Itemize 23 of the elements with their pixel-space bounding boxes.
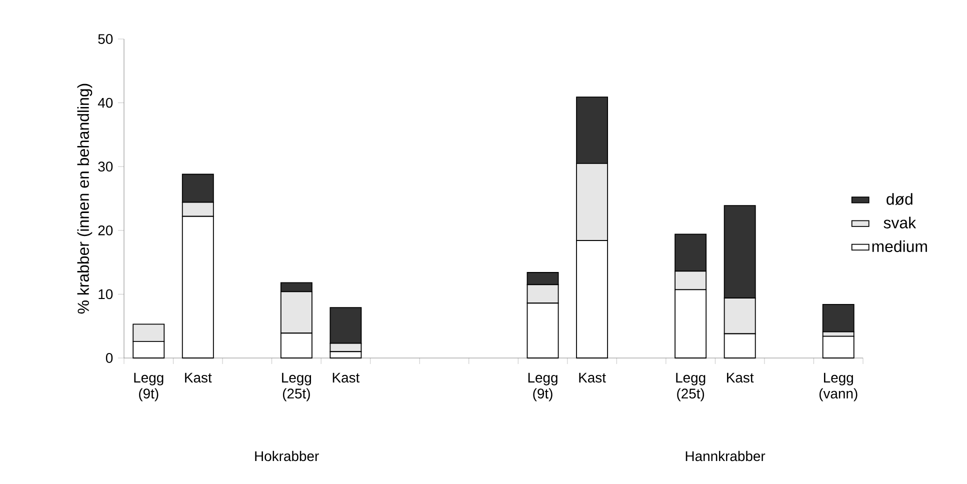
x-tick-label: Kast	[579, 372, 606, 383]
x-tick-label: Legg (25t)	[282, 372, 312, 402]
bar	[822, 304, 854, 332]
y-tick-label: 30	[98, 162, 113, 172]
bar	[822, 336, 854, 358]
x-tick-label: Kast	[332, 372, 360, 383]
y-tick-label: 10	[98, 289, 113, 300]
text: Hokrabber	[255, 450, 319, 462]
x-tick-label: Kast	[185, 372, 212, 383]
y-tick-label: 0	[106, 353, 113, 363]
x-tick-label: Legg (9t)	[134, 372, 164, 402]
y-tick-label: 20	[98, 225, 113, 236]
legend-label: medium	[872, 240, 927, 252]
y-tick-label: 50	[98, 34, 113, 44]
y-axis-title: % krabber (innen en behandling)	[77, 84, 92, 314]
x-tick-label: Legg (9t)	[528, 372, 558, 402]
x-tick-label: Kast	[727, 372, 754, 383]
legend-label: død	[886, 193, 912, 205]
text: Hannkrabber	[686, 450, 766, 462]
legend-label: svak	[884, 216, 916, 228]
x-tick-label: Legg (25t)	[676, 372, 706, 402]
x-tick-label: Legg (vann)	[819, 372, 858, 402]
y-tick-label: 40	[98, 98, 113, 108]
